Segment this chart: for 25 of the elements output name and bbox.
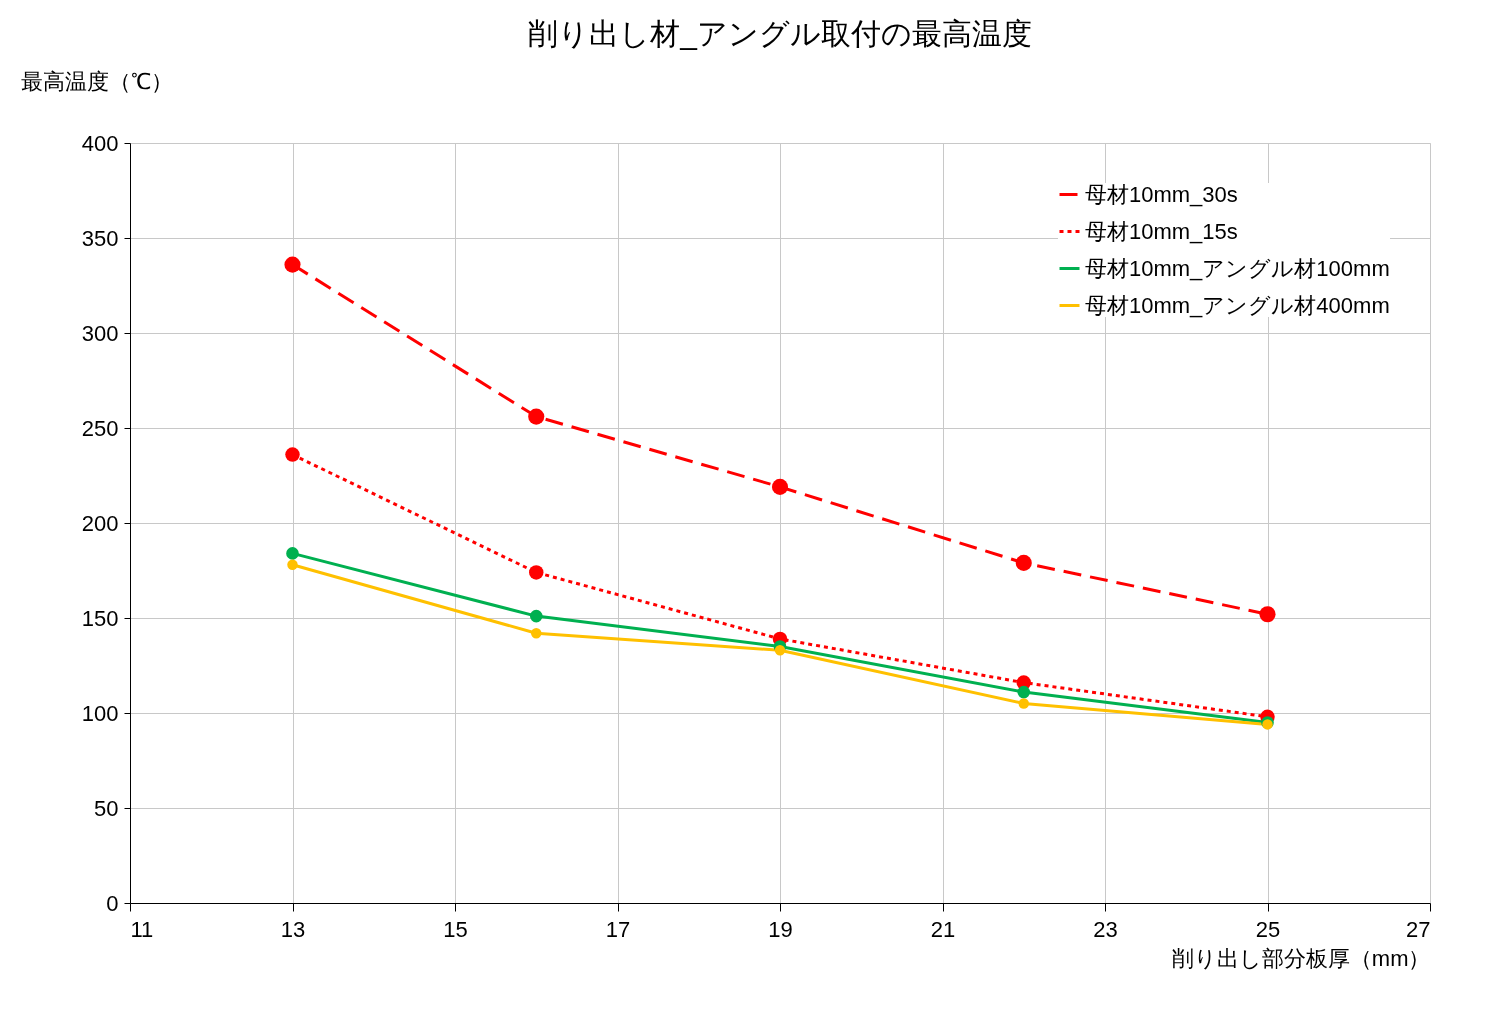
x-tick-label: 27 <box>1406 916 1431 942</box>
y-tick-label: 0 <box>106 890 119 916</box>
y-axis-title: 最高温度（℃） <box>20 68 173 94</box>
y-tick-label: 350 <box>81 225 119 251</box>
x-axis-title: 削り出し部分板厚（mm） <box>1171 945 1431 971</box>
legend-label: 母材10mm_30s <box>1085 181 1238 207</box>
legend-label: 母材10mm_アングル材400mm <box>1085 292 1390 318</box>
x-tick-label: 11 <box>130 916 154 942</box>
x-tick-label: 15 <box>443 916 468 942</box>
y-tick-label: 400 <box>81 130 119 156</box>
legend-label: 母材10mm_アングル材100mm <box>1085 255 1390 281</box>
x-tick-label: 19 <box>768 916 793 942</box>
legend-label: 母材10mm_15s <box>1085 218 1238 244</box>
x-tick-label: 21 <box>930 916 956 942</box>
x-tick-label: 13 <box>280 916 306 942</box>
x-tick-label: 17 <box>605 916 631 942</box>
y-tick-label: 150 <box>81 605 119 631</box>
y-tick-label: 300 <box>81 320 119 346</box>
y-tick-label: 100 <box>81 700 119 726</box>
x-tick-label: 25 <box>1255 916 1281 942</box>
y-tick-label: 50 <box>94 795 119 821</box>
x-tick-label: 23 <box>1093 916 1118 942</box>
y-tick-label: 250 <box>81 415 119 441</box>
y-tick-label: 200 <box>81 510 119 536</box>
chart-title: 削り出し材_アングル取付の最高温度 <box>528 17 1032 50</box>
